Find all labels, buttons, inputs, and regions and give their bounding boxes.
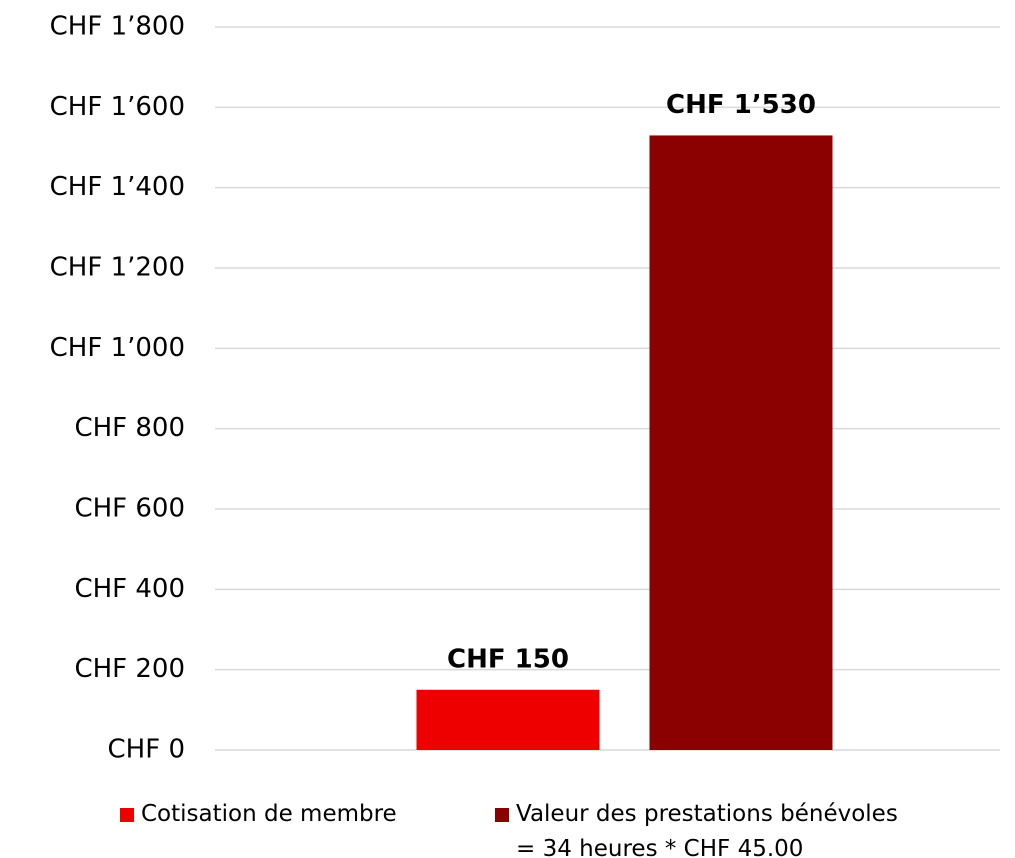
y-tick-label: CHF 1’800: [50, 12, 185, 42]
value-label: CHF 1’530: [666, 90, 816, 120]
y-tick-label: CHF 0: [108, 735, 185, 765]
y-tick-label: CHF 1’600: [50, 92, 185, 122]
y-tick-label: CHF 600: [74, 494, 185, 524]
y-tick-label: CHF 400: [74, 574, 185, 604]
value-label: CHF 150: [447, 644, 569, 674]
legend-item: Valeur des prestations bénévoles = 34 he…: [495, 797, 898, 858]
legend-label: Cotisation de membre: [141, 801, 397, 827]
legend-item: Cotisation de membre: [120, 797, 397, 832]
bar: [649, 135, 833, 750]
y-tick-label: CHF 200: [74, 654, 185, 684]
legend-swatch: [495, 808, 509, 822]
bar: [416, 689, 600, 750]
y-tick-label: CHF 1’000: [50, 333, 185, 363]
y-tick-label: CHF 1’400: [50, 172, 185, 202]
y-tick-label: CHF 1’200: [50, 253, 185, 283]
legend-swatch: [120, 808, 134, 822]
legend-label: Valeur des prestations bénévoles = 34 he…: [516, 801, 898, 858]
y-tick-label: CHF 800: [74, 413, 185, 443]
